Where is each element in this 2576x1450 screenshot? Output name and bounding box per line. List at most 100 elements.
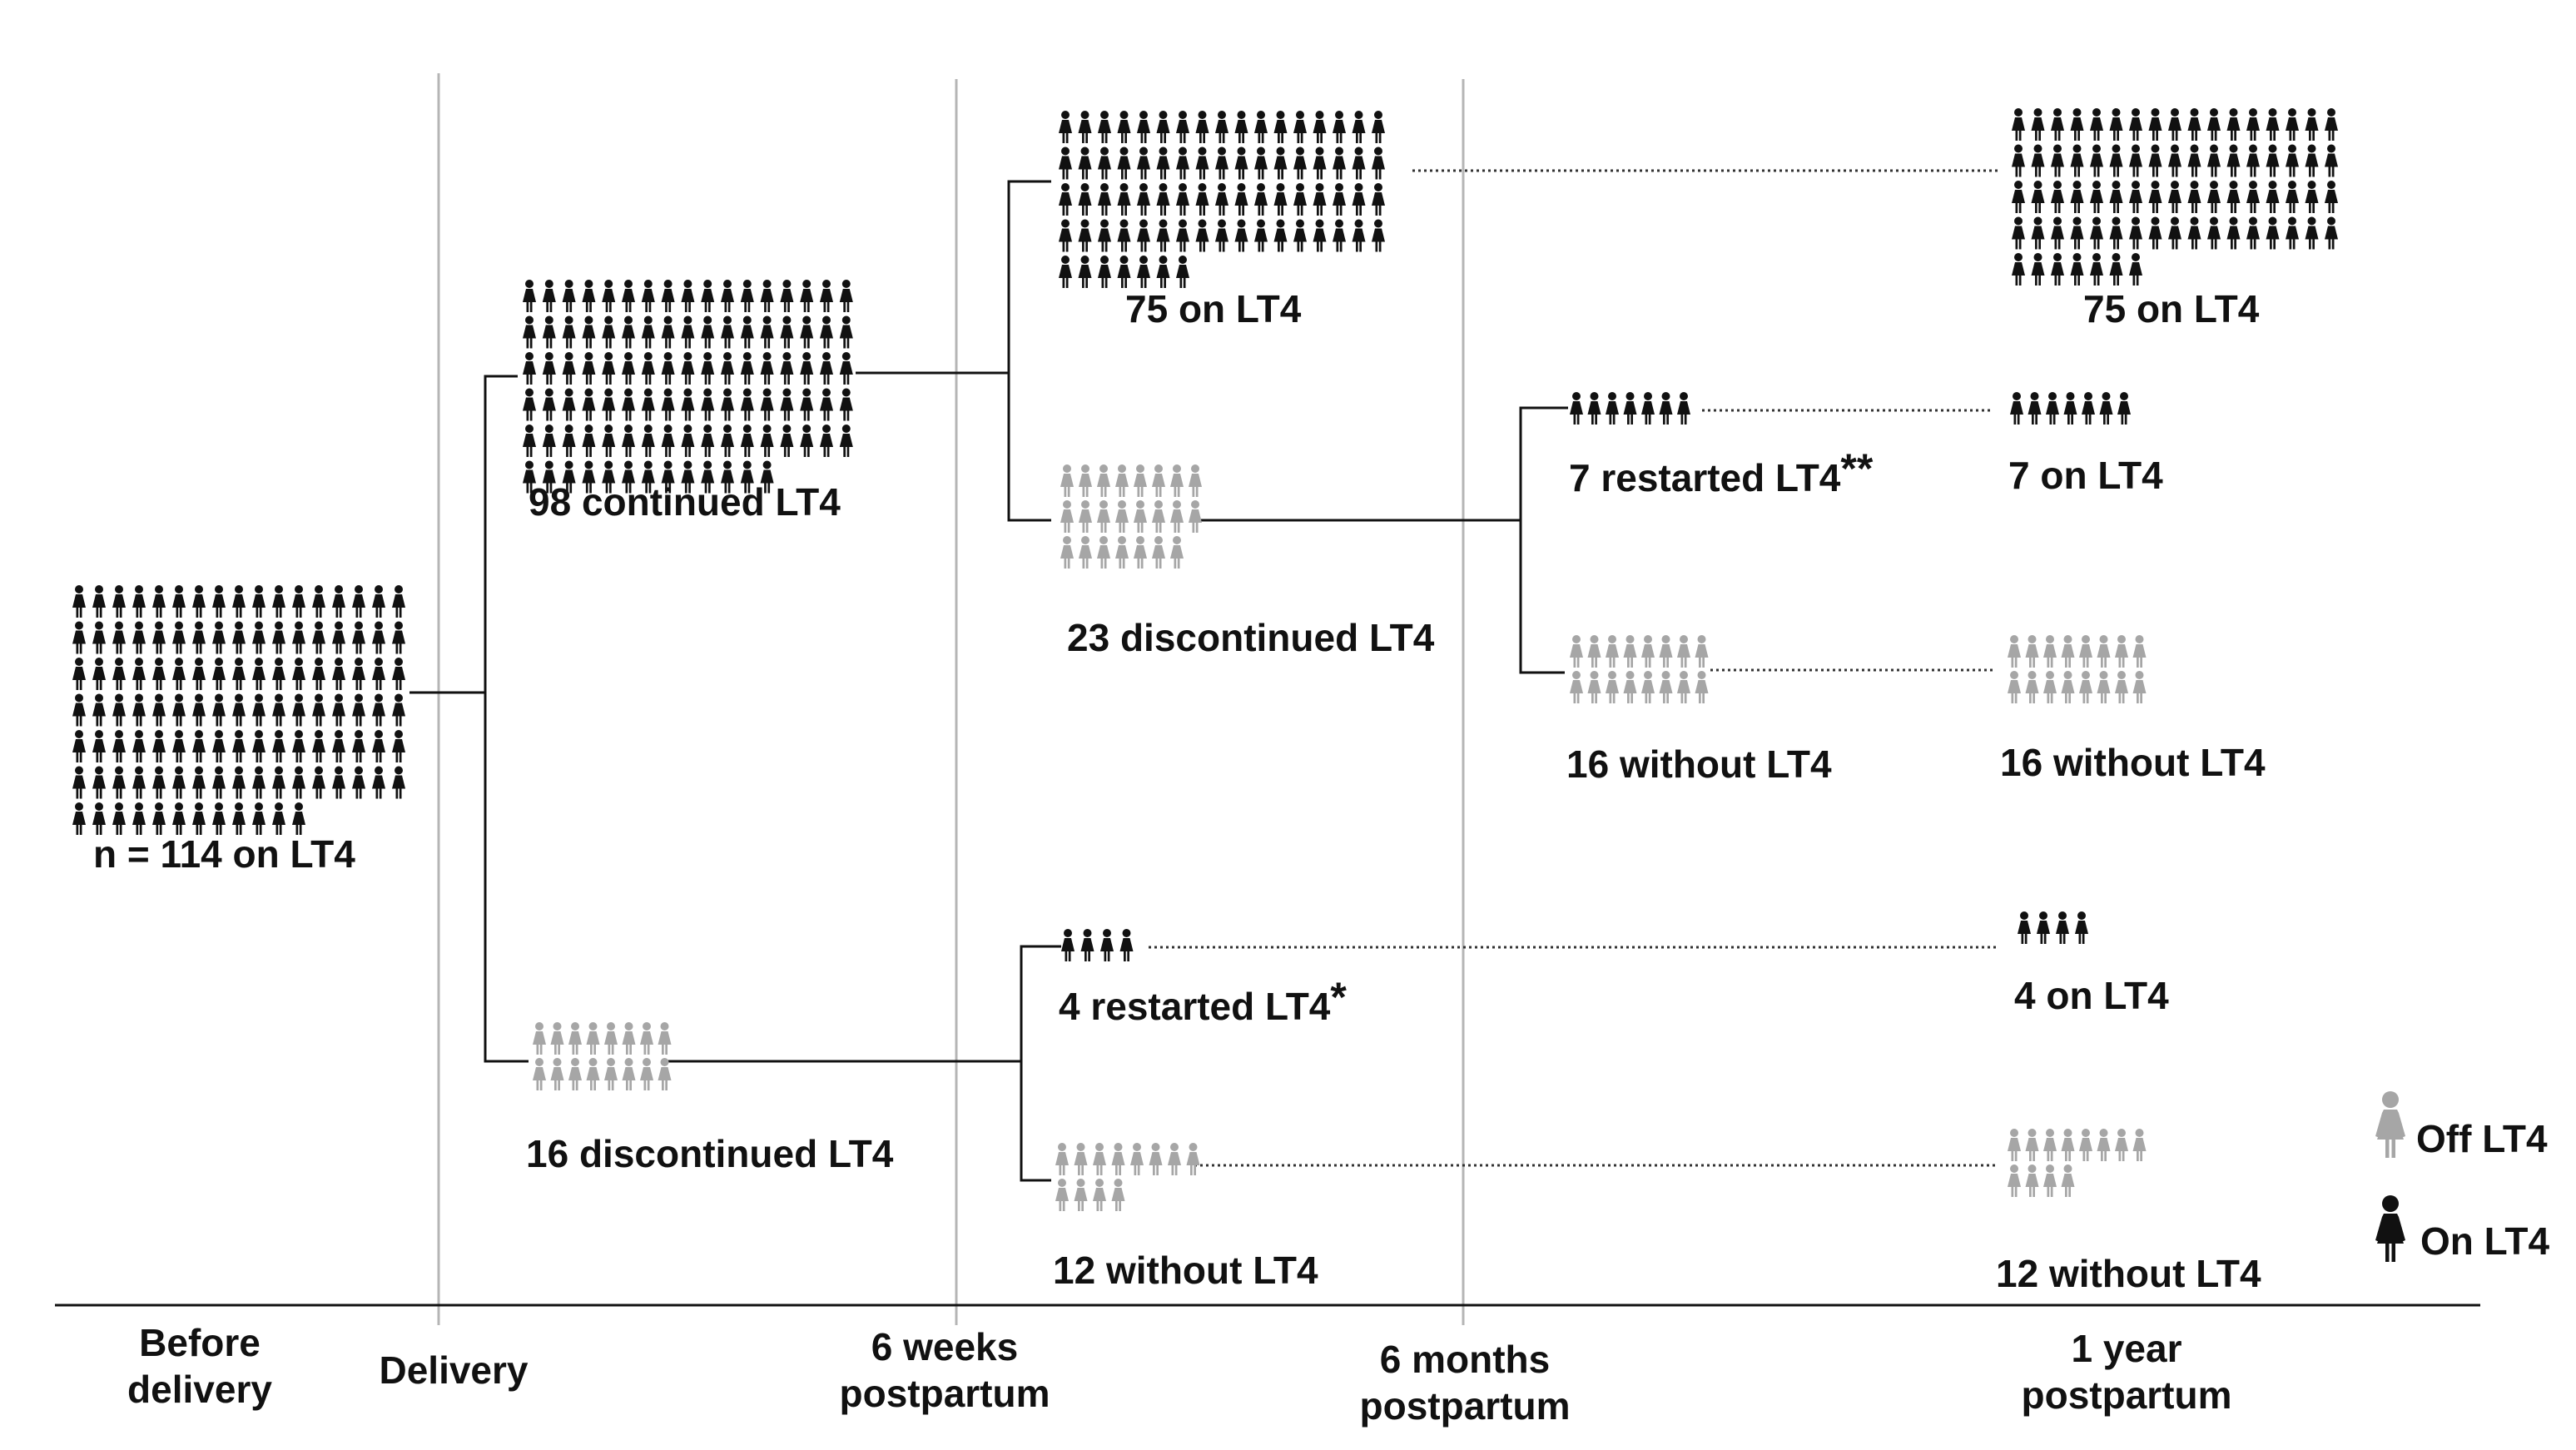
asterisk-mark: * <box>1330 974 1347 1020</box>
woman-figure-black-icon <box>582 280 596 312</box>
woman-figure-black-icon <box>72 766 86 799</box>
woman-figure-black-icon <box>2266 216 2280 250</box>
woman-figure-black-icon <box>2266 108 2280 141</box>
woman-figure-black-icon <box>232 766 246 799</box>
woman-figure-black-icon <box>1059 183 1072 216</box>
woman-figure-grey-icon <box>1623 671 1637 703</box>
woman-figure-black-icon <box>701 315 715 349</box>
woman-figure-black-icon <box>1078 256 1092 288</box>
icon-grid-4-on-1y <box>2018 911 2088 944</box>
woman-figure-black-icon <box>132 621 146 654</box>
woman-figure-black-icon <box>92 730 106 762</box>
woman-figure-black-icon <box>740 315 754 349</box>
woman-figure-black-icon <box>2031 181 2045 213</box>
woman-figure-grey-icon <box>1074 1143 1088 1175</box>
woman-figure-black-icon <box>292 658 305 690</box>
woman-figure-black-icon <box>152 730 166 762</box>
woman-figure-black-icon <box>780 315 794 349</box>
woman-figure-black-icon <box>92 621 106 654</box>
woman-figure-black-icon <box>523 352 536 385</box>
woman-figure-black-icon <box>1313 111 1327 143</box>
woman-figure-black-icon <box>72 802 86 835</box>
label-16-without-6m: 16 without LT4 <box>1566 742 1832 786</box>
woman-figure-black-icon <box>839 352 853 385</box>
woman-figure-grey-icon <box>2097 635 2111 668</box>
woman-figure-black-icon <box>1313 219 1327 252</box>
woman-figure-black-icon <box>292 621 305 654</box>
woman-figure-grey-icon <box>1170 500 1184 533</box>
woman-figure-grey-icon <box>533 1022 546 1055</box>
woman-figure-black-icon <box>1372 219 1385 252</box>
woman-figure-grey-icon <box>1641 671 1655 703</box>
woman-figure-black-icon <box>721 280 734 312</box>
woman-figure-black-icon <box>661 388 675 421</box>
woman-figure-black-icon <box>523 315 536 349</box>
woman-figure-grey-icon <box>1695 635 1709 668</box>
woman-figure-black-icon <box>681 315 695 349</box>
woman-figure-grey-icon <box>1115 536 1129 569</box>
woman-figure-black-icon <box>582 425 596 457</box>
label-75-on-6w: 75 on LT4 <box>1125 287 1302 330</box>
woman-figure-black-icon <box>212 802 226 835</box>
woman-figure-black-icon <box>2286 108 2299 141</box>
woman-figure-black-icon <box>2129 253 2142 286</box>
woman-figure-black-icon <box>152 766 166 799</box>
woman-figure-black-icon <box>2051 144 2064 177</box>
woman-figure-black-icon <box>172 730 186 762</box>
woman-figure-black-icon <box>292 766 305 799</box>
woman-figure-black-icon <box>132 693 146 727</box>
woman-figure-black-icon <box>372 658 385 690</box>
woman-figure-black-icon <box>312 766 325 799</box>
woman-figure-black-icon <box>2168 108 2181 141</box>
woman-figure-black-icon <box>92 802 106 835</box>
woman-figure-black-icon <box>2325 108 2338 141</box>
woman-figure-black-icon <box>2070 181 2084 213</box>
woman-figure-black-icon <box>1254 183 1268 216</box>
woman-figure-black-icon <box>1254 111 1268 143</box>
woman-figure-grey-icon <box>1152 536 1165 569</box>
woman-figure-grey-icon <box>2025 1129 2039 1161</box>
woman-figure-black-icon <box>2305 144 2319 177</box>
woman-figure-black-icon <box>312 621 325 654</box>
woman-figure-black-icon <box>2090 216 2103 250</box>
woman-figure-black-icon <box>112 621 126 654</box>
woman-figure-grey-icon <box>1060 464 1074 497</box>
woman-figure-black-icon <box>780 425 794 457</box>
woman-figure-grey-icon <box>1093 1143 1106 1175</box>
woman-figure-black-icon <box>820 315 833 349</box>
connector-6w-lower-branch <box>1020 945 1061 1182</box>
connector-6w-upper-branch <box>1007 180 1051 522</box>
woman-figure-black-icon <box>1061 929 1075 961</box>
woman-figure-black-icon <box>622 352 635 385</box>
woman-figure-black-icon <box>1117 183 1131 216</box>
woman-figure-grey-icon <box>622 1058 636 1090</box>
woman-figure-black-icon <box>1352 146 1366 180</box>
woman-figure-black-icon <box>232 621 246 654</box>
woman-figure-black-icon <box>252 585 266 618</box>
woman-figure-black-icon <box>1372 111 1385 143</box>
woman-figure-grey-icon <box>2097 671 2111 703</box>
woman-figure-black-icon <box>2090 108 2103 141</box>
woman-figure-grey-icon <box>2061 635 2075 668</box>
legend-off-label: Off LT4 <box>2416 1117 2548 1160</box>
woman-figure-grey-icon <box>1097 464 1110 497</box>
woman-figure-black-icon <box>622 425 635 457</box>
woman-figure-black-icon <box>392 766 405 799</box>
woman-figure-grey-icon <box>1134 536 1147 569</box>
woman-figure-black-icon <box>562 280 576 312</box>
woman-figure-black-icon <box>2070 253 2084 286</box>
woman-figure-black-icon <box>2207 181 2221 213</box>
woman-figure-black-icon <box>72 585 86 618</box>
woman-figure-black-icon <box>2187 181 2201 213</box>
label-4-restarted: 4 restarted LT4* <box>1059 976 1347 1026</box>
woman-figure-black-icon <box>1372 146 1385 180</box>
woman-figure-black-icon <box>1098 256 1111 288</box>
label-16-discontinued: 16 discontinued LT4 <box>526 1132 894 1175</box>
woman-figure-grey-icon <box>658 1058 672 1090</box>
woman-figure-black-icon <box>332 730 345 762</box>
woman-figure-black-icon <box>701 352 715 385</box>
woman-figure-black-icon <box>312 730 325 762</box>
woman-figure-grey-icon <box>1060 500 1074 533</box>
woman-figure-black-icon <box>681 425 695 457</box>
woman-figure-black-icon <box>352 585 365 618</box>
